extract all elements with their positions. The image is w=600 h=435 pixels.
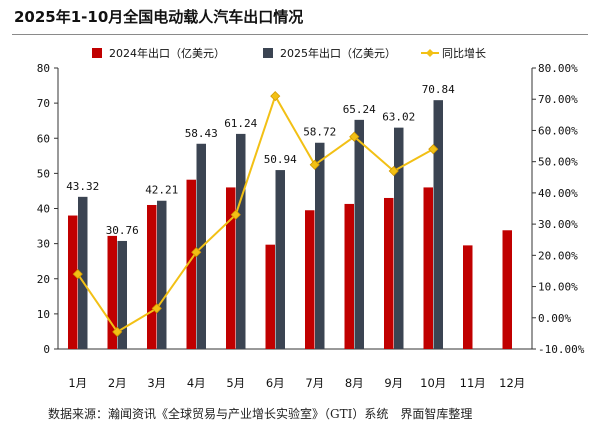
y-left-tick-label: 60 [37, 132, 50, 145]
y-right-tick-label: 70.00% [538, 93, 578, 106]
y-left-tick-label: 80 [37, 62, 50, 75]
y-right-tick-label: -10.00% [538, 343, 585, 356]
data-label-2025: 70.84 [422, 83, 455, 96]
legend-label: 2025年出口（亿美元） [280, 46, 396, 60]
y-left-tick-label: 50 [37, 167, 50, 180]
growth-point-marker [72, 269, 83, 280]
y-left-tick-label: 0 [43, 343, 50, 356]
legend-swatch [263, 48, 273, 58]
y-right-tick-label: 60.00% [538, 124, 578, 137]
y-right-tick-label: 10.00% [538, 281, 578, 294]
y-right-tick-label: 50.00% [538, 156, 578, 169]
growth-point-marker [151, 303, 162, 314]
y-left-tick-label: 70 [37, 97, 50, 110]
bar-2024 [68, 215, 78, 349]
y-left-tick-label: 30 [37, 238, 50, 251]
x-tick-label: 11月 [460, 376, 486, 390]
bar-2025 [157, 200, 167, 349]
bar-2025 [433, 100, 443, 349]
legend-marker-swatch [426, 49, 434, 57]
bar-2024 [423, 187, 433, 349]
x-tick-label: 4月 [187, 376, 206, 390]
y-right-tick-label: 0.00% [538, 312, 571, 325]
data-label-2025: 61.24 [224, 117, 257, 130]
x-tick-label: 8月 [345, 376, 364, 390]
legend-label: 2024年出口（亿美元） [109, 46, 225, 60]
bar-2024 [384, 197, 394, 349]
data-label-2025: 42.21 [145, 184, 178, 197]
data-label-2025: 65.24 [343, 103, 376, 116]
x-tick-label: 3月 [147, 376, 166, 390]
y-right-tick-label: 30.00% [538, 218, 578, 231]
bar-2025 [78, 196, 88, 349]
growth-point-marker [112, 326, 123, 337]
growth-point-marker [191, 247, 202, 258]
x-tick-label: 2月 [108, 376, 127, 390]
growth-point-marker [428, 144, 439, 155]
data-label-2025: 58.43 [185, 127, 218, 140]
x-tick-label: 10月 [420, 376, 446, 390]
x-tick-label: 5月 [226, 376, 245, 390]
growth-point-marker [349, 131, 360, 142]
bar-2025 [394, 127, 404, 350]
bar-2024 [344, 203, 354, 349]
y-right-tick-label: 40.00% [538, 187, 578, 200]
source-note: 数据来源：瀚闻资讯《全球贸易与产业增长实验室》（GTI）系统 界面智库整理 [48, 407, 473, 421]
bar-2024 [147, 204, 157, 349]
y-left-tick-label: 40 [37, 203, 50, 216]
legend-swatch [92, 48, 102, 58]
chart-title: 2025年1-10月全国电动载人汽车出口情况 [14, 8, 304, 26]
growth-point-marker [270, 91, 281, 102]
data-label-2025: 43.32 [66, 180, 99, 193]
growth-point-marker [230, 209, 241, 220]
data-label-2025: 58.72 [303, 126, 336, 139]
data-label-2025: 50.94 [264, 153, 297, 166]
y-right-tick-label: 80.00% [538, 62, 578, 75]
x-tick-label: 7月 [305, 376, 324, 390]
bar-2024 [305, 210, 315, 349]
y-left-tick-label: 20 [37, 273, 50, 286]
bar-2024 [186, 179, 196, 349]
bar-2025 [354, 119, 364, 349]
bar-2024 [107, 235, 117, 349]
growth-point-marker [388, 165, 399, 177]
y-right-tick-label: 20.00% [538, 249, 578, 262]
growth-point-marker [309, 159, 320, 170]
bar-2024 [226, 187, 236, 349]
bar-2025 [315, 142, 325, 349]
title-divider [12, 34, 588, 35]
x-tick-label: 12月 [499, 376, 525, 390]
bar-2025 [117, 240, 127, 349]
data-label-2025: 63.02 [382, 111, 415, 124]
bar-2025 [275, 170, 285, 349]
x-tick-label: 9月 [384, 376, 403, 390]
y-left-tick-label: 10 [37, 308, 50, 321]
bar-2024 [463, 245, 473, 349]
bar-2024 [502, 230, 512, 349]
growth-line [76, 93, 434, 334]
data-label-2025: 30.76 [106, 224, 139, 237]
legend-label: 同比增长 [442, 46, 486, 60]
x-tick-label: 1月 [68, 376, 87, 390]
bar-2025 [236, 133, 246, 349]
bar-2024 [265, 244, 275, 349]
x-tick-label: 6月 [266, 376, 285, 390]
